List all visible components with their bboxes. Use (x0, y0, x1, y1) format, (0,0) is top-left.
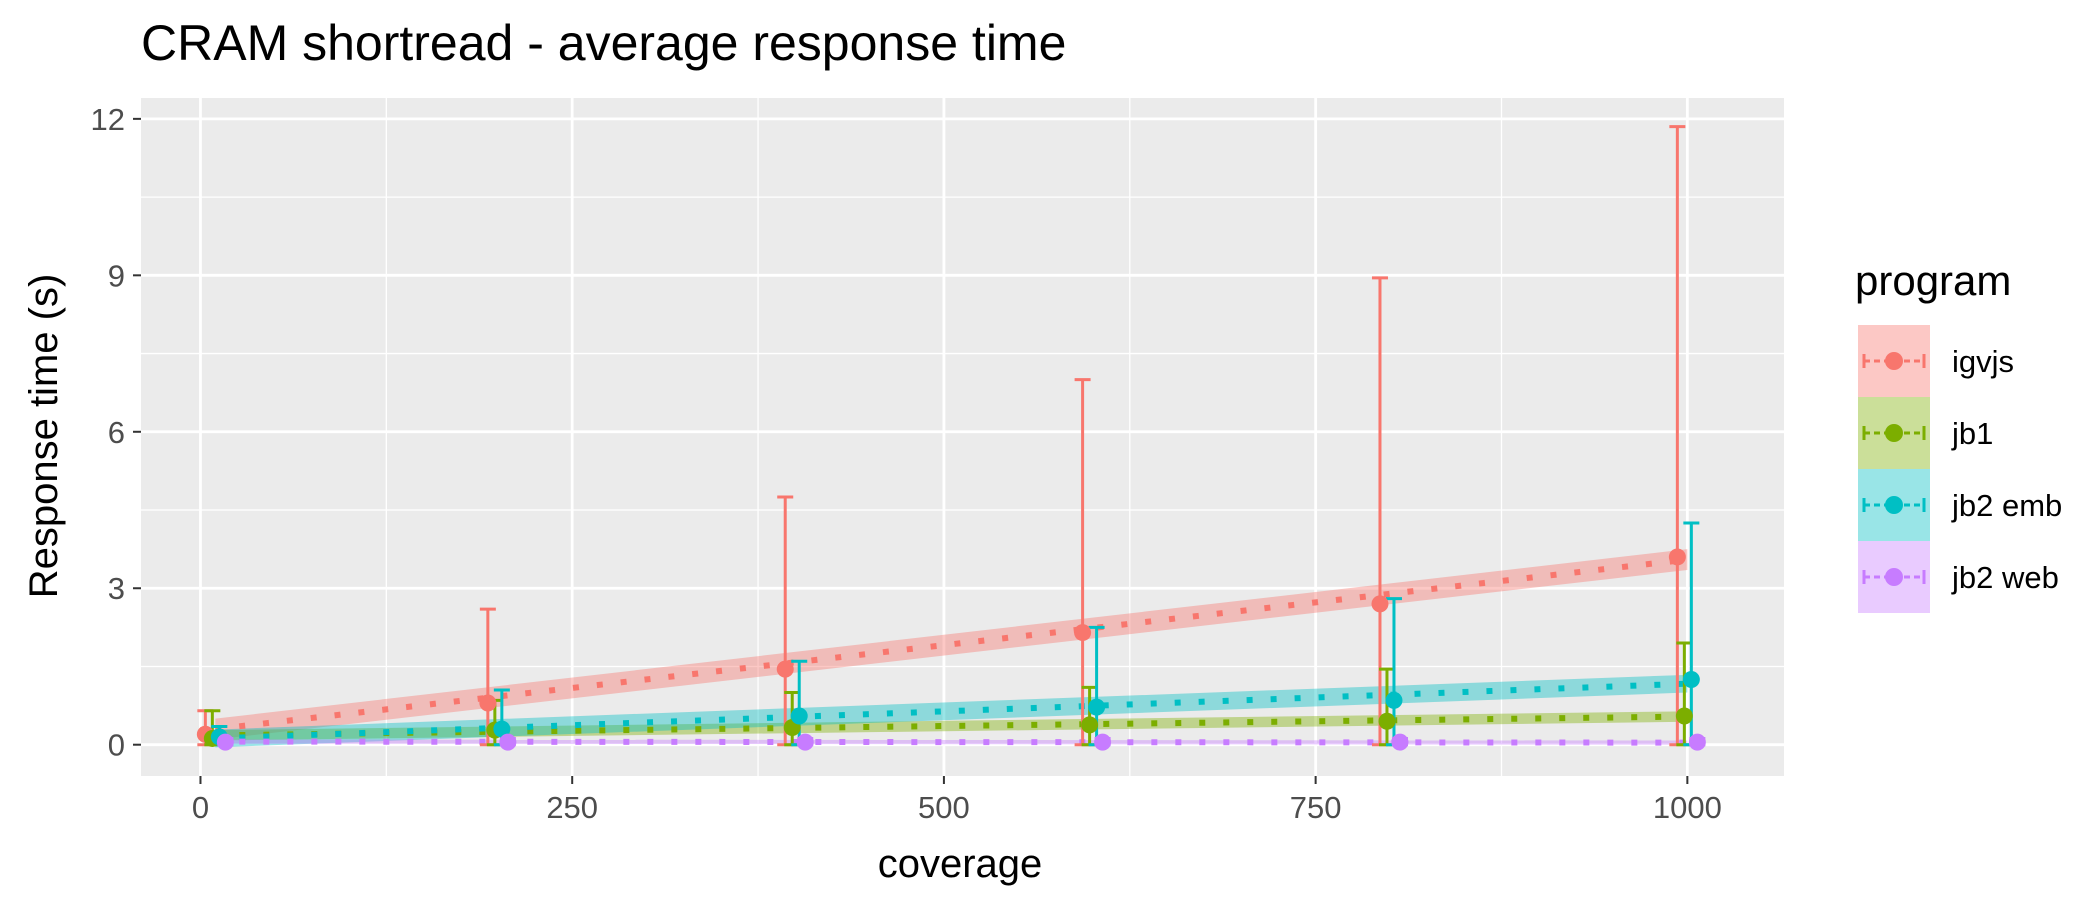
y-axis-title: Response time (s) (22, 274, 66, 599)
x-tick-label: 500 (918, 790, 970, 825)
data-point (1668, 548, 1686, 566)
data-point (1081, 716, 1099, 734)
y-tick-label: 3 (108, 571, 125, 606)
legend-title: program (1855, 257, 2011, 304)
data-point (493, 720, 511, 738)
data-point (1682, 671, 1700, 689)
x-axis-title: coverage (878, 842, 1043, 886)
legend-label: igvjs (1952, 344, 2014, 379)
data-point (1391, 733, 1409, 751)
data-point (1074, 624, 1092, 642)
confidence-band (215, 674, 1688, 748)
data-point (796, 733, 814, 751)
fit-lines (215, 556, 1688, 746)
y-tick-label: 0 (108, 728, 125, 763)
x-tick-label: 750 (1290, 790, 1342, 825)
y-tick-label: 6 (108, 415, 125, 450)
data-point (499, 733, 517, 751)
legend-key-point (1885, 496, 1903, 514)
legend-key-point (1885, 568, 1903, 586)
legend-label: jb1 (1951, 416, 1993, 451)
data-point (1688, 733, 1706, 751)
data-point (1385, 691, 1403, 709)
data-point (1675, 707, 1693, 725)
data-point (1094, 733, 1112, 751)
fit-line (215, 680, 1688, 742)
legend-label: jb2 web (1951, 560, 2059, 595)
x-tick-label: 250 (546, 790, 598, 825)
legend: program igvjs jb1 jb2 emb jb2 web (1855, 257, 2062, 613)
y-tick-label: 12 (91, 102, 125, 137)
x-tick-label: 1000 (1653, 790, 1722, 825)
data-point (1371, 595, 1389, 613)
fit-line (215, 738, 1688, 746)
legend-key-point (1885, 424, 1903, 442)
data-point (1378, 712, 1396, 730)
legend-label: jb2 emb (1951, 488, 2062, 523)
plot-panel (141, 98, 1784, 776)
data-point (216, 733, 234, 751)
legend-key-point (1885, 352, 1903, 370)
data-point (479, 694, 497, 712)
y-tick-label: 9 (108, 258, 125, 293)
confidence-band (215, 549, 1688, 740)
data-point (1088, 698, 1106, 716)
data-point (776, 660, 794, 678)
data-point (790, 707, 808, 725)
axis-ticks: 0 250 500 750 1000 0 3 6 9 12 (91, 102, 1722, 825)
x-tick-label: 0 (192, 790, 209, 825)
chart-title: CRAM shortread - average response time (141, 15, 1066, 71)
data-points (196, 548, 1706, 751)
